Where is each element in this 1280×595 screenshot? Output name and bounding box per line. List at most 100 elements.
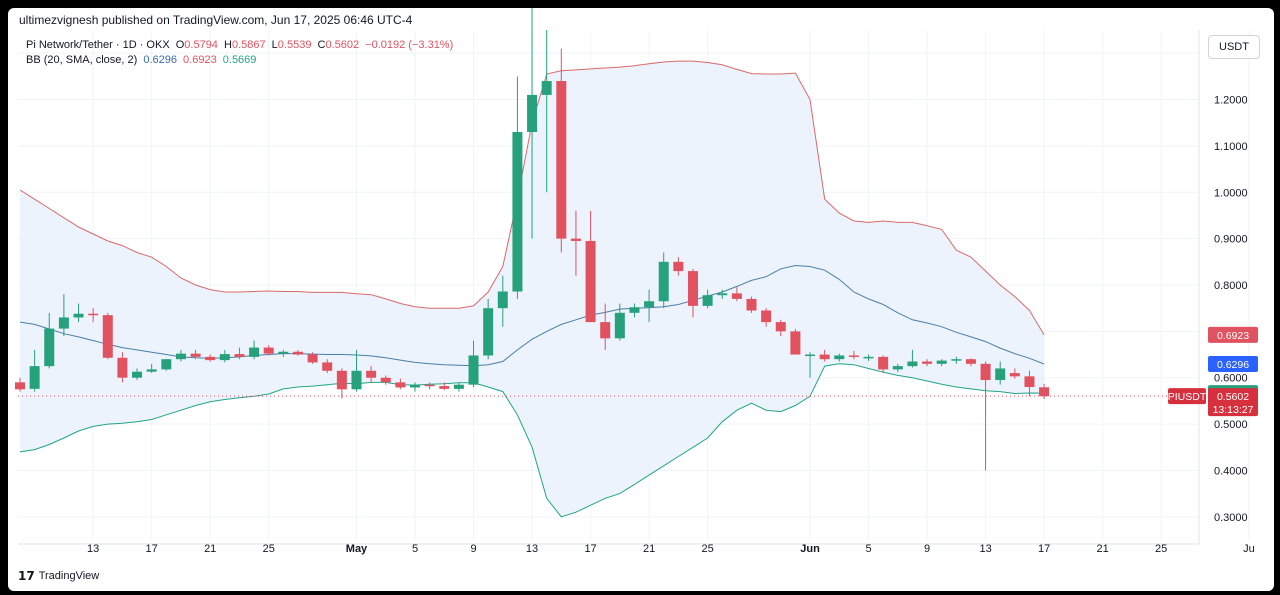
candle xyxy=(790,329,801,355)
candle xyxy=(278,349,289,357)
last-price-tag-text: 0.5602 xyxy=(1217,391,1249,403)
candle-body xyxy=(951,359,962,361)
change-value: −0.0192 (−3.31%) xyxy=(365,39,454,51)
candle-body xyxy=(497,291,508,309)
candle-body xyxy=(644,301,655,308)
candle-body xyxy=(570,238,581,241)
candle-body xyxy=(907,361,918,367)
candle xyxy=(614,303,625,341)
candle xyxy=(117,352,128,383)
candle-body xyxy=(848,355,859,357)
y-tick-label: 0.8000 xyxy=(1214,280,1248,292)
candle-body xyxy=(658,261,669,302)
countdown-text: 13:13:27 xyxy=(1213,404,1254,416)
candle xyxy=(453,382,464,392)
candle xyxy=(146,363,157,374)
candle-body xyxy=(117,357,128,378)
candle xyxy=(1024,370,1035,397)
x-tick-label: 21 xyxy=(643,543,655,555)
candle xyxy=(746,296,757,313)
candle-body xyxy=(556,81,567,239)
candle xyxy=(541,30,552,193)
candle xyxy=(980,361,991,471)
candle-body xyxy=(249,347,260,357)
candle xyxy=(863,354,874,362)
candle xyxy=(761,308,772,327)
bb-upper-value: 0.6923 xyxy=(183,54,217,66)
y-tick-label: 1.1000 xyxy=(1214,141,1248,153)
candle xyxy=(175,349,186,362)
candle xyxy=(249,340,260,360)
x-tick-label: 21 xyxy=(204,543,216,555)
publisher-line: ultimezvignesh published on TradingView.… xyxy=(19,13,413,27)
candle xyxy=(629,303,640,318)
symbol-tag: PIUSDT xyxy=(1168,388,1207,405)
footer: 𝟭𝟳 TradingView xyxy=(18,569,99,583)
chart-canvas[interactable]: 1.30001.20001.10001.00000.90000.80000.70… xyxy=(8,8,1274,568)
candle-body xyxy=(1024,376,1035,387)
candle-body xyxy=(629,307,640,313)
basis-price-tag: 0.6296 xyxy=(1208,356,1258,373)
candle xyxy=(102,312,113,360)
candle-body xyxy=(234,354,245,357)
candle xyxy=(219,349,230,363)
candle xyxy=(805,352,816,378)
candle-body xyxy=(263,347,274,354)
band-fill xyxy=(20,61,1045,517)
candle-body xyxy=(1039,387,1050,397)
candle-body xyxy=(731,293,742,299)
candle xyxy=(366,366,377,383)
candle xyxy=(483,298,494,360)
x-tick-label: 25 xyxy=(263,543,275,555)
high-label: H xyxy=(224,39,232,51)
candle-body xyxy=(44,328,55,367)
x-tick-label: 17 xyxy=(584,543,596,555)
candle xyxy=(468,340,479,387)
x-tick-label: 9 xyxy=(470,543,476,555)
y-tick-label: 0.3000 xyxy=(1214,512,1248,524)
candle xyxy=(585,210,596,323)
candle-body xyxy=(790,331,801,355)
candle-body xyxy=(936,360,947,364)
candle xyxy=(658,252,669,309)
candle-body xyxy=(175,353,186,360)
candle-body xyxy=(980,363,991,381)
candle-body xyxy=(351,370,362,390)
candle xyxy=(878,355,889,374)
close-value: 0.5602 xyxy=(325,39,360,51)
candle xyxy=(73,303,84,323)
candle xyxy=(395,378,406,390)
x-tick-label: Jun xyxy=(800,543,820,555)
candle-body xyxy=(336,370,347,390)
bb-legend[interactable]: BB (20, SMA, close, 2) 0.6296 0.6923 0.5… xyxy=(26,54,259,66)
currency-button[interactable]: USDT xyxy=(1208,35,1260,59)
x-tick-label: Ju xyxy=(1243,543,1255,555)
candle-body xyxy=(15,382,25,390)
candle-body xyxy=(73,313,84,318)
candle xyxy=(892,363,903,373)
candle xyxy=(322,359,333,374)
candle-body xyxy=(439,386,450,389)
candle-body xyxy=(673,261,684,272)
x-tick-label: May xyxy=(346,543,368,555)
candle-body xyxy=(527,94,538,132)
candle-body xyxy=(995,368,1006,381)
candles xyxy=(15,8,1198,471)
candle xyxy=(512,76,523,299)
candle-body xyxy=(834,355,845,360)
candle-body xyxy=(585,240,596,323)
candle-body xyxy=(29,366,40,389)
candle xyxy=(995,361,1006,385)
candle-body xyxy=(614,312,625,339)
candle-body xyxy=(307,354,318,363)
candle xyxy=(58,294,69,336)
candle xyxy=(775,319,786,336)
candle-body xyxy=(541,81,552,95)
low-value: 0.5539 xyxy=(277,39,312,51)
candle xyxy=(307,352,318,364)
upper-price-tag: 0.6923 xyxy=(1208,326,1258,343)
candle xyxy=(205,354,216,362)
candle xyxy=(132,368,143,381)
candle xyxy=(717,289,728,299)
